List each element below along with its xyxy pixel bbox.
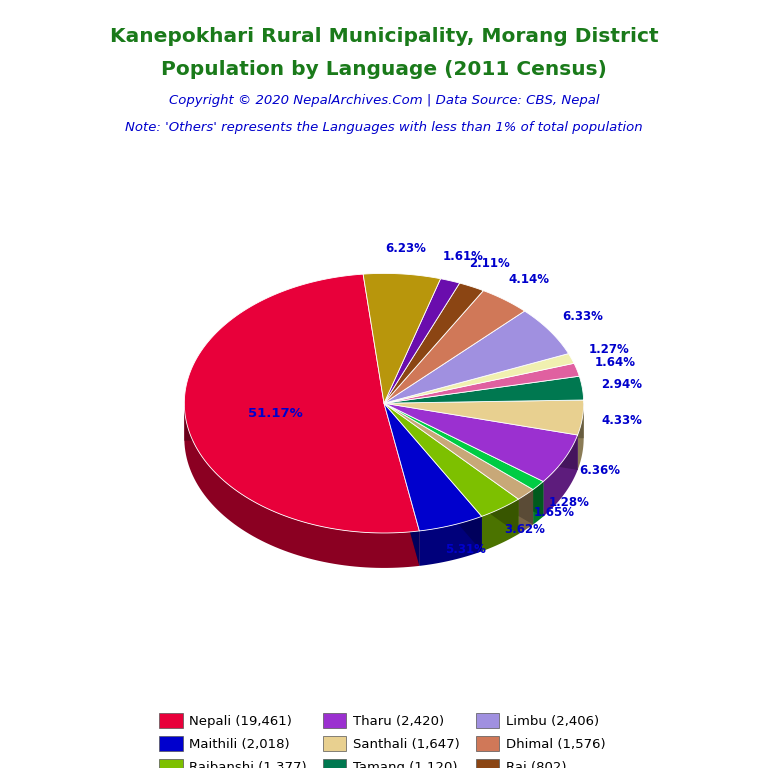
Polygon shape <box>384 283 483 403</box>
Text: 51.17%: 51.17% <box>248 407 303 420</box>
Polygon shape <box>384 353 574 403</box>
Polygon shape <box>384 403 584 439</box>
Polygon shape <box>384 400 584 435</box>
Polygon shape <box>419 516 482 566</box>
Polygon shape <box>384 403 518 534</box>
Polygon shape <box>384 403 482 551</box>
Polygon shape <box>184 403 384 441</box>
Text: 2.11%: 2.11% <box>468 257 510 270</box>
Polygon shape <box>384 403 518 534</box>
Polygon shape <box>363 273 441 403</box>
Polygon shape <box>543 435 578 516</box>
Text: 6.23%: 6.23% <box>386 242 426 255</box>
Polygon shape <box>384 403 533 499</box>
Polygon shape <box>384 403 543 516</box>
Polygon shape <box>384 376 584 403</box>
Polygon shape <box>384 363 579 403</box>
Text: 1.64%: 1.64% <box>595 356 636 369</box>
Polygon shape <box>482 499 518 551</box>
Text: 6.33%: 6.33% <box>562 310 604 323</box>
Text: Copyright © 2020 NepalArchives.Com | Data Source: CBS, Nepal: Copyright © 2020 NepalArchives.Com | Dat… <box>169 94 599 107</box>
Polygon shape <box>384 403 543 516</box>
Polygon shape <box>533 482 543 525</box>
Polygon shape <box>384 403 578 470</box>
Text: 4.14%: 4.14% <box>508 273 550 286</box>
Text: 5.31%: 5.31% <box>445 543 485 556</box>
Text: Population by Language (2011 Census): Population by Language (2011 Census) <box>161 60 607 79</box>
Polygon shape <box>384 403 419 566</box>
Text: 6.36%: 6.36% <box>580 464 621 477</box>
Polygon shape <box>184 274 419 533</box>
Polygon shape <box>384 403 482 531</box>
Text: 3.62%: 3.62% <box>504 523 545 536</box>
Text: 1.27%: 1.27% <box>588 343 629 356</box>
Polygon shape <box>184 406 419 568</box>
Polygon shape <box>578 403 584 470</box>
Polygon shape <box>384 403 533 525</box>
Text: 1.65%: 1.65% <box>534 506 575 519</box>
Text: 1.61%: 1.61% <box>443 250 484 263</box>
Polygon shape <box>384 403 543 489</box>
Text: Kanepokhari Rural Municipality, Morang District: Kanepokhari Rural Municipality, Morang D… <box>110 27 658 46</box>
Polygon shape <box>384 403 518 516</box>
Text: Note: 'Others' represents the Languages with less than 1% of total population: Note: 'Others' represents the Languages … <box>125 121 643 134</box>
Polygon shape <box>518 489 533 534</box>
Polygon shape <box>384 403 419 566</box>
Text: 1.28%: 1.28% <box>549 495 590 508</box>
Polygon shape <box>384 403 578 470</box>
Polygon shape <box>384 279 459 403</box>
Polygon shape <box>384 290 525 403</box>
Polygon shape <box>384 403 533 525</box>
Text: 4.33%: 4.33% <box>601 414 643 427</box>
Legend: Nepali (19,461), Maithili (2,018), Rajbanshi (1,377), Majhi (629), Gurung (488),: Nepali (19,461), Maithili (2,018), Rajba… <box>154 707 614 768</box>
Polygon shape <box>384 403 578 482</box>
Text: 2.94%: 2.94% <box>601 379 643 392</box>
Polygon shape <box>384 403 482 551</box>
Polygon shape <box>384 311 568 403</box>
